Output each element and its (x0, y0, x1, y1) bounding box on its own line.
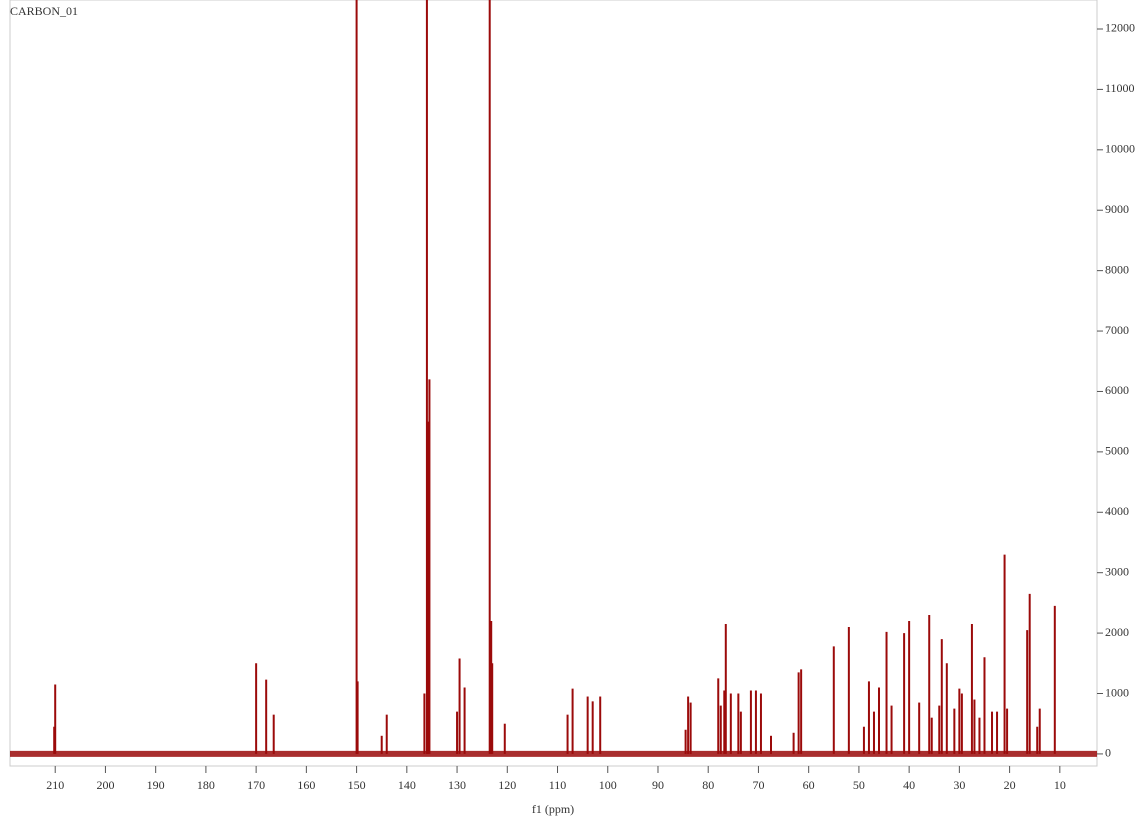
x-tick-label: 60 (803, 778, 815, 792)
x-tick-label: 70 (752, 778, 764, 792)
y-tick-label: 8000 (1105, 262, 1129, 276)
y-tick-label: 10000 (1105, 142, 1135, 156)
x-tick-label: 100 (599, 778, 617, 792)
x-tick-label: 110 (549, 778, 567, 792)
x-tick-label: 80 (702, 778, 714, 792)
chart-title: CARBON_01 (10, 4, 78, 18)
x-tick-label: 190 (147, 778, 165, 792)
x-axis-label: f1 (ppm) (532, 802, 574, 816)
x-tick-label: 130 (448, 778, 466, 792)
x-tick-label: 150 (348, 778, 366, 792)
x-tick-label: 180 (197, 778, 215, 792)
y-tick-label: 2000 (1105, 625, 1129, 639)
x-tick-label: 10 (1054, 778, 1066, 792)
y-tick-label: 9000 (1105, 202, 1129, 216)
x-tick-label: 160 (297, 778, 315, 792)
y-tick-label: 11000 (1105, 81, 1135, 95)
x-tick-label: 40 (903, 778, 915, 792)
x-tick-label: 30 (953, 778, 965, 792)
x-tick-label: 170 (247, 778, 265, 792)
y-tick-label: 1000 (1105, 685, 1129, 699)
y-tick-label: 5000 (1105, 444, 1129, 458)
x-tick-label: 120 (498, 778, 516, 792)
x-tick-label: 20 (1004, 778, 1016, 792)
x-tick-label: 90 (652, 778, 664, 792)
x-tick-label: 200 (96, 778, 114, 792)
y-tick-label: 6000 (1105, 383, 1129, 397)
x-tick-label: 210 (46, 778, 64, 792)
y-tick-label: 7000 (1105, 323, 1129, 337)
plot-frame (9, 0, 1098, 767)
x-tick-label: 140 (398, 778, 416, 792)
y-tick-label: 3000 (1105, 564, 1129, 578)
y-tick-label: 4000 (1105, 504, 1129, 518)
y-tick-label: 12000 (1105, 21, 1135, 35)
x-tick-label: 50 (853, 778, 865, 792)
y-tick-label: 0 (1105, 746, 1111, 760)
